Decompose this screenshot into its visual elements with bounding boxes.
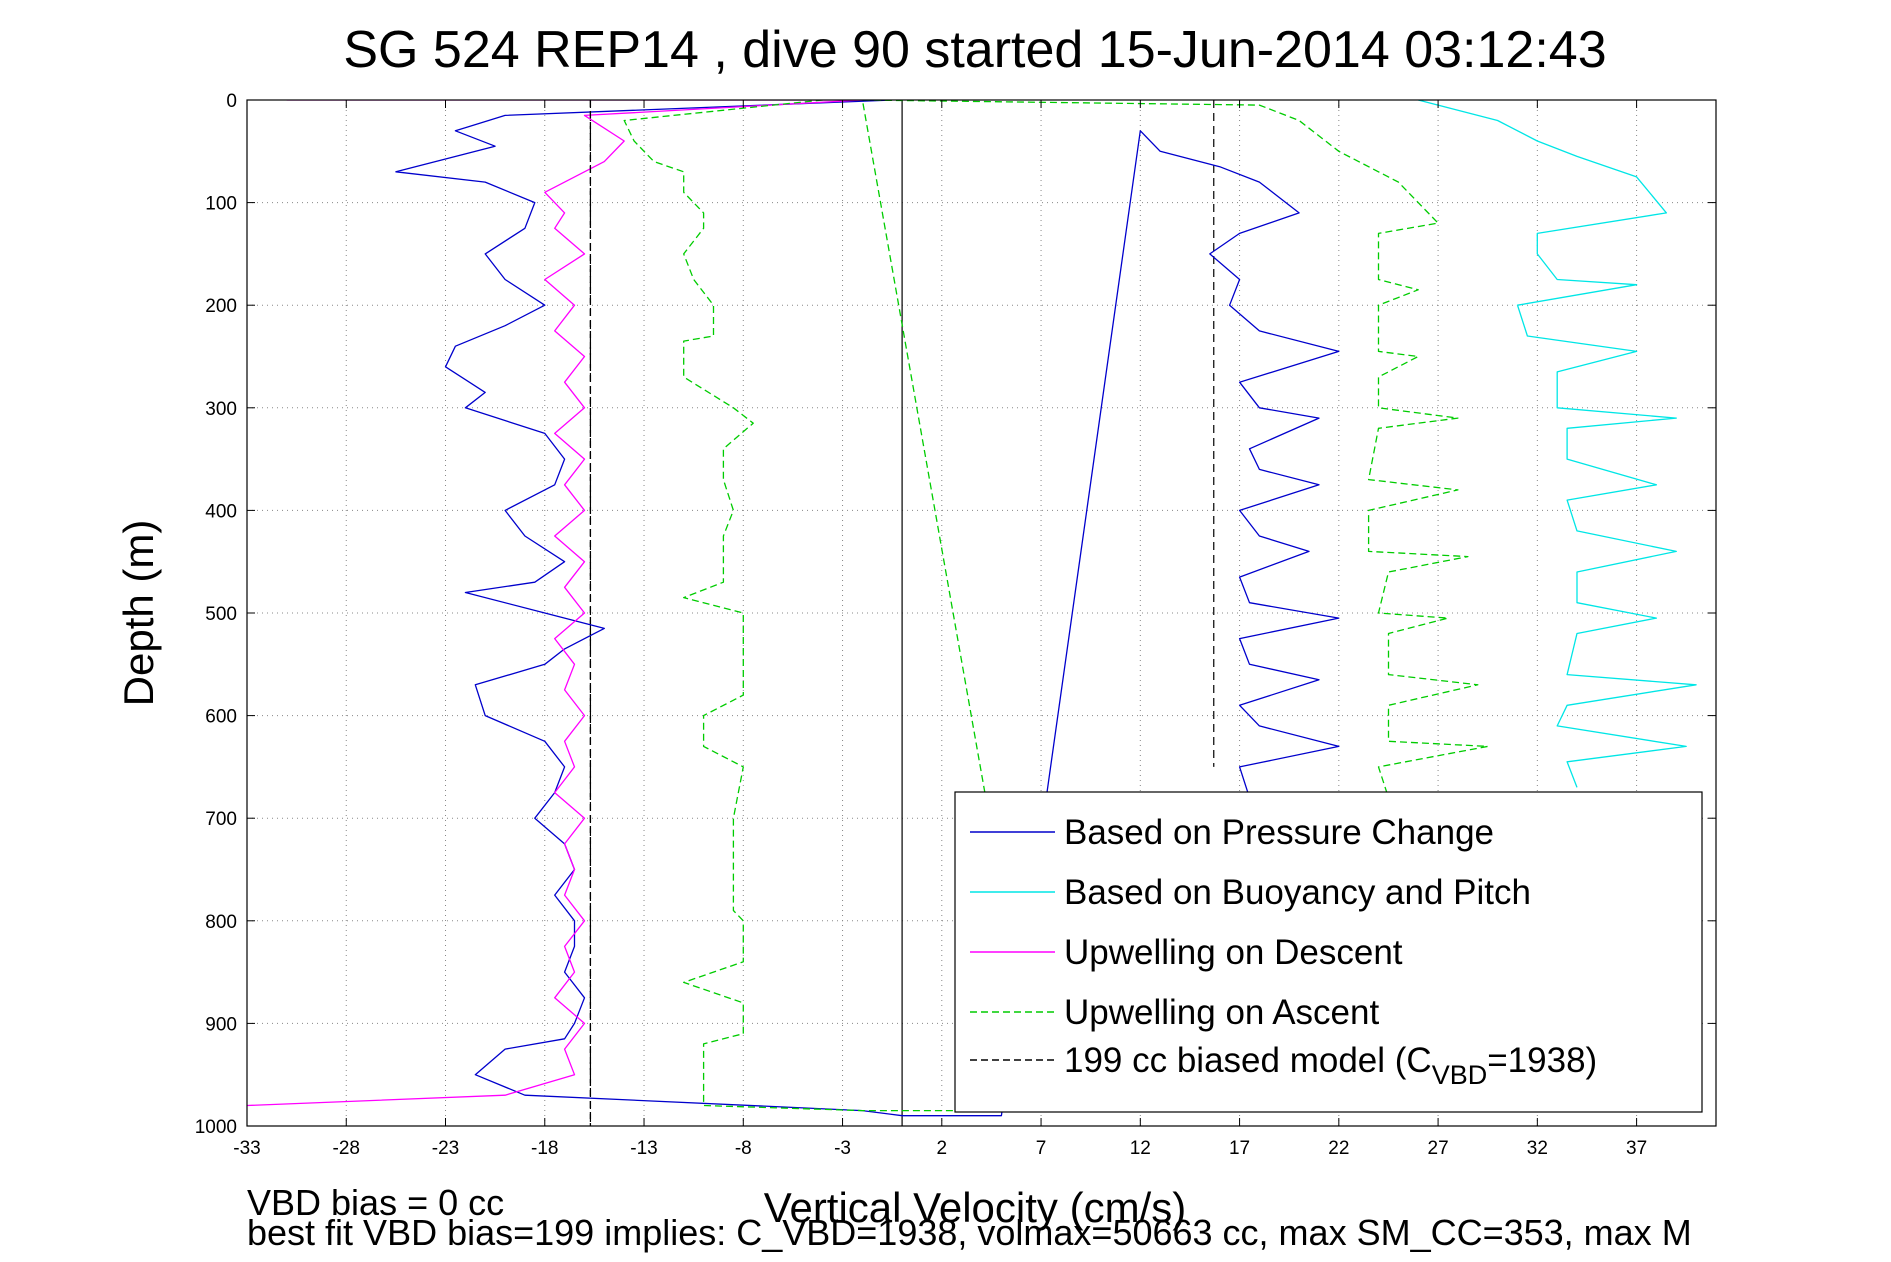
y-tick-label: 800 [205, 912, 237, 933]
legend-label-4: 199 cc biased model (CVBD=1938) [1064, 1041, 1597, 1090]
series-group [247, 100, 1697, 1126]
series-line-3 [623, 100, 1489, 1112]
y-tick-label: 400 [205, 501, 237, 522]
chart-title: SG 524 REP14 , dive 90 started 15-Jun-20… [343, 21, 1606, 79]
legend-box [954, 791, 1703, 1113]
y-tick-label: 1000 [195, 1117, 237, 1138]
x-tick-label: 17 [1229, 1138, 1250, 1159]
series-line-1 [1418, 100, 1697, 788]
series-line-0 [395, 100, 1340, 1117]
x-tick-label: 37 [1626, 1138, 1647, 1159]
legend: Based on Pressure Change Based on Buoyanc… [954, 791, 1703, 1113]
legend-label-1: Based on Buoyancy and Pitch [1064, 873, 1531, 912]
x-tick-label: -28 [333, 1138, 360, 1159]
y-tick-label: 700 [205, 809, 237, 830]
x-tick-label: -8 [735, 1138, 752, 1159]
y-axis-ticks: 0 100 200 300 400 500 600 700 800 900 1000 [195, 91, 1716, 1138]
y-tick-label: 600 [205, 707, 237, 728]
x-axis-label: Vertical Velocity (cm/s) [764, 1184, 1186, 1231]
x-tick-label: -3 [834, 1138, 851, 1159]
x-tick-label: 32 [1527, 1138, 1548, 1159]
best-fit-note: best fit VBD bias=199 implies: C_VBD=193… [247, 1212, 1692, 1253]
y-tick-label: 200 [205, 296, 237, 317]
vbd-bias-note: VBD bias = 0 cc [247, 1182, 504, 1223]
series-line-2 [247, 100, 864, 1107]
y-tick-label: 100 [205, 194, 237, 215]
x-tick-label: 27 [1428, 1138, 1449, 1159]
legend-label-0: Based on Pressure Change [1064, 813, 1494, 852]
x-axis-ticks: -33 -28 -23 -18 -13 -8 -3 2 7 12 17 22 27 32 37 [233, 100, 1647, 1159]
legend-label-3: Upwelling on Ascent [1064, 993, 1379, 1032]
y-tick-label: 500 [205, 604, 237, 625]
x-tick-label: -33 [233, 1138, 260, 1159]
y-tick-label: 300 [205, 399, 237, 420]
x-tick-label: 22 [1328, 1138, 1349, 1159]
x-tick-label: 2 [937, 1138, 948, 1159]
x-tick-label: -23 [432, 1138, 459, 1159]
legend-label-2: Upwelling on Descent [1064, 933, 1403, 972]
x-tick-label: 7 [1036, 1138, 1047, 1159]
y-axis-label: Depth (m) [115, 520, 162, 707]
x-tick-label: 12 [1130, 1138, 1151, 1159]
x-tick-label: -13 [630, 1138, 657, 1159]
y-tick-label: 900 [205, 1014, 237, 1035]
y-tick-label: 0 [226, 91, 237, 112]
x-tick-label: -18 [531, 1138, 558, 1159]
